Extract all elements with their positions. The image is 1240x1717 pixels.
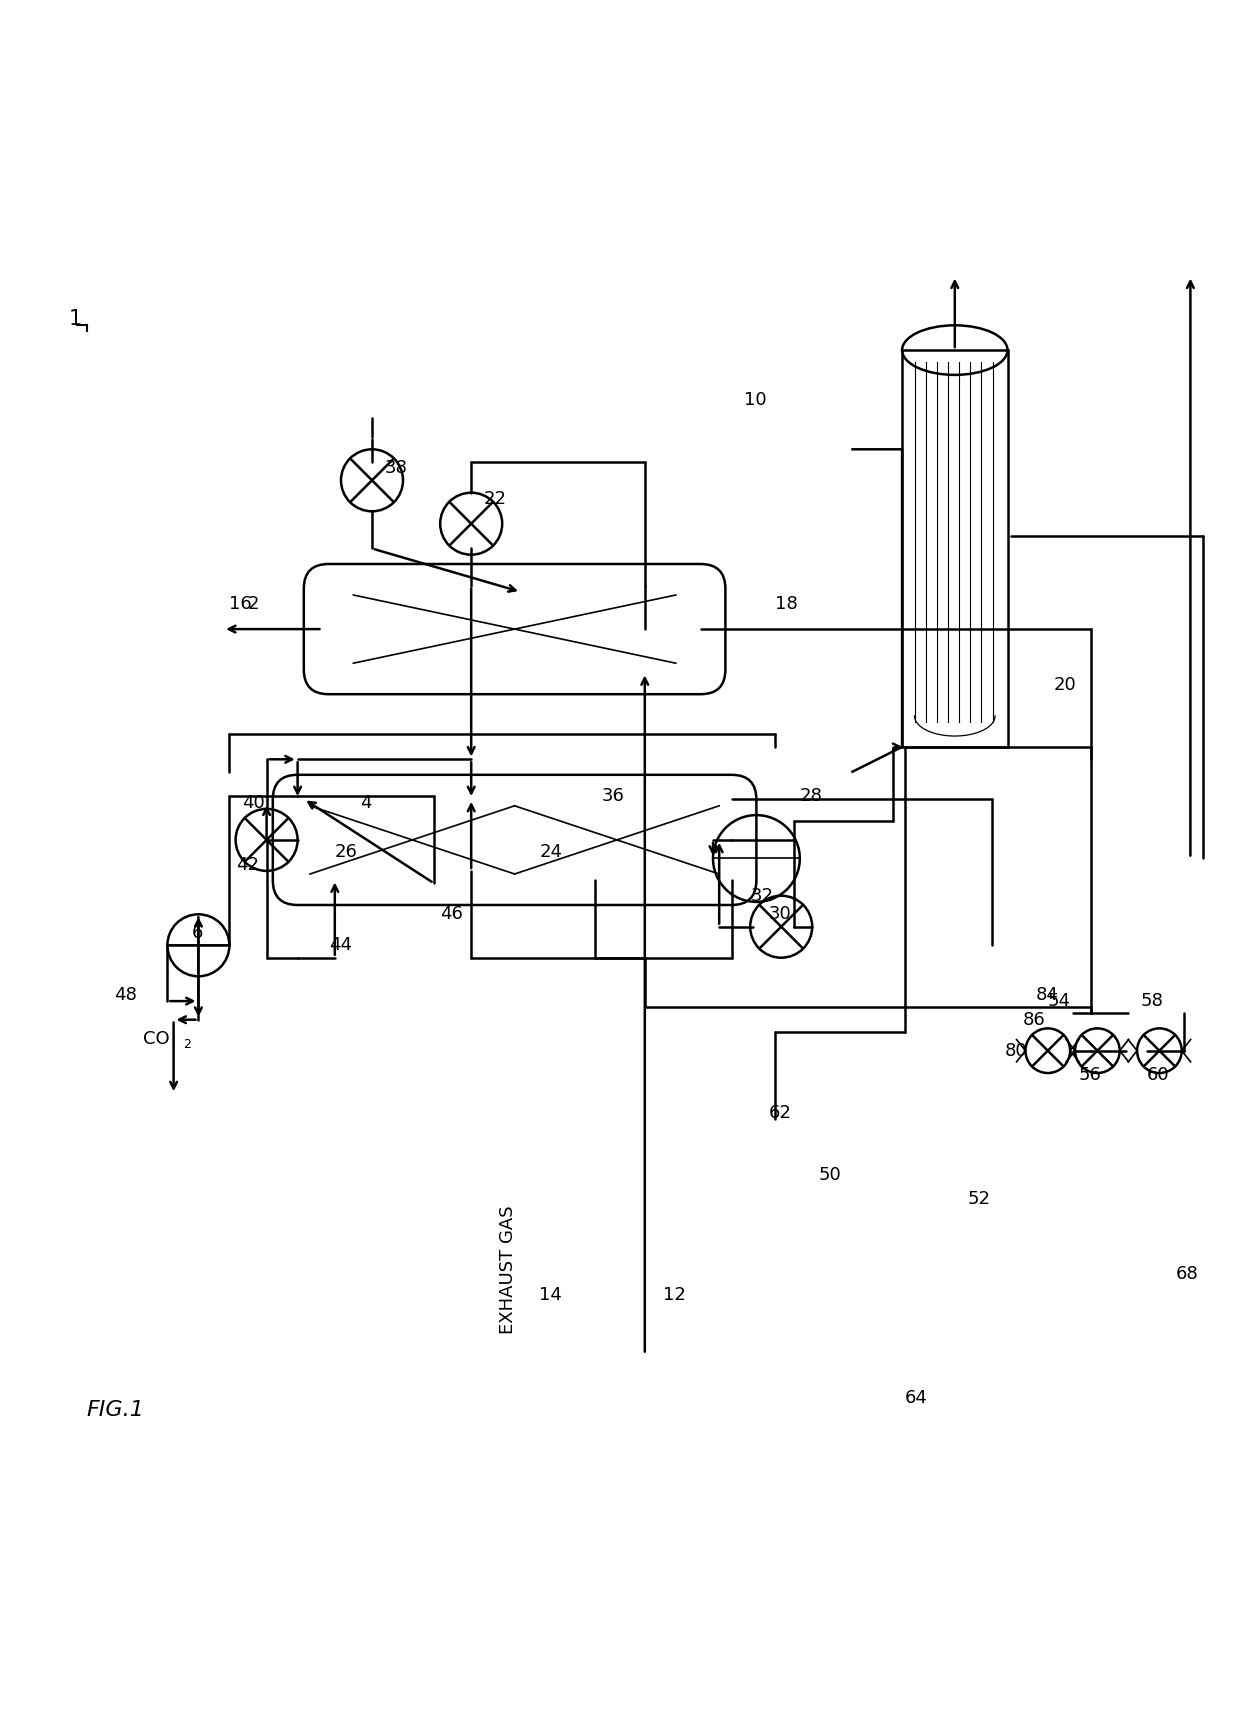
Text: 14: 14 [539,1286,562,1303]
Text: 64: 64 [905,1389,928,1406]
Text: 68: 68 [1176,1265,1198,1283]
Text: 6: 6 [192,924,203,943]
Text: 16: 16 [229,596,252,613]
Text: 32: 32 [750,886,774,905]
Text: 28: 28 [800,788,822,805]
Text: 48: 48 [114,986,136,1004]
Text: 22: 22 [484,489,507,508]
Text: 4: 4 [360,793,371,812]
Text: 54: 54 [1048,992,1071,1010]
Text: EXHAUST GAS: EXHAUST GAS [500,1205,517,1334]
Bar [903,350,1007,747]
Text: 58: 58 [1141,992,1163,1010]
Text: 30: 30 [769,905,791,924]
Text: 52: 52 [967,1190,991,1209]
Text: 46: 46 [440,905,463,924]
Text: 84: 84 [1035,986,1058,1004]
Text: 38: 38 [384,458,407,477]
Text: 50: 50 [818,1166,841,1183]
Text: 24: 24 [539,843,563,862]
Text: 60: 60 [1147,1066,1169,1085]
Text: 80: 80 [1004,1042,1027,1059]
Text: 12: 12 [663,1286,686,1303]
Text: 86: 86 [1023,1011,1045,1028]
Text: CO: CO [143,1030,169,1049]
Text: 10: 10 [744,391,766,409]
Text: 44: 44 [329,936,352,955]
Text: 1: 1 [68,309,82,330]
Text: 2: 2 [248,596,259,613]
Text: 40: 40 [242,793,264,812]
Text: 62: 62 [769,1104,791,1121]
Text: 56: 56 [1079,1066,1101,1085]
Text: FIG.1: FIG.1 [87,1401,145,1420]
Text: 42: 42 [236,855,259,874]
Text: 36: 36 [601,788,624,805]
Text: 2: 2 [184,1037,191,1051]
Text: 18: 18 [775,596,797,613]
Text: 20: 20 [1054,676,1076,694]
Text: 26: 26 [335,843,357,862]
